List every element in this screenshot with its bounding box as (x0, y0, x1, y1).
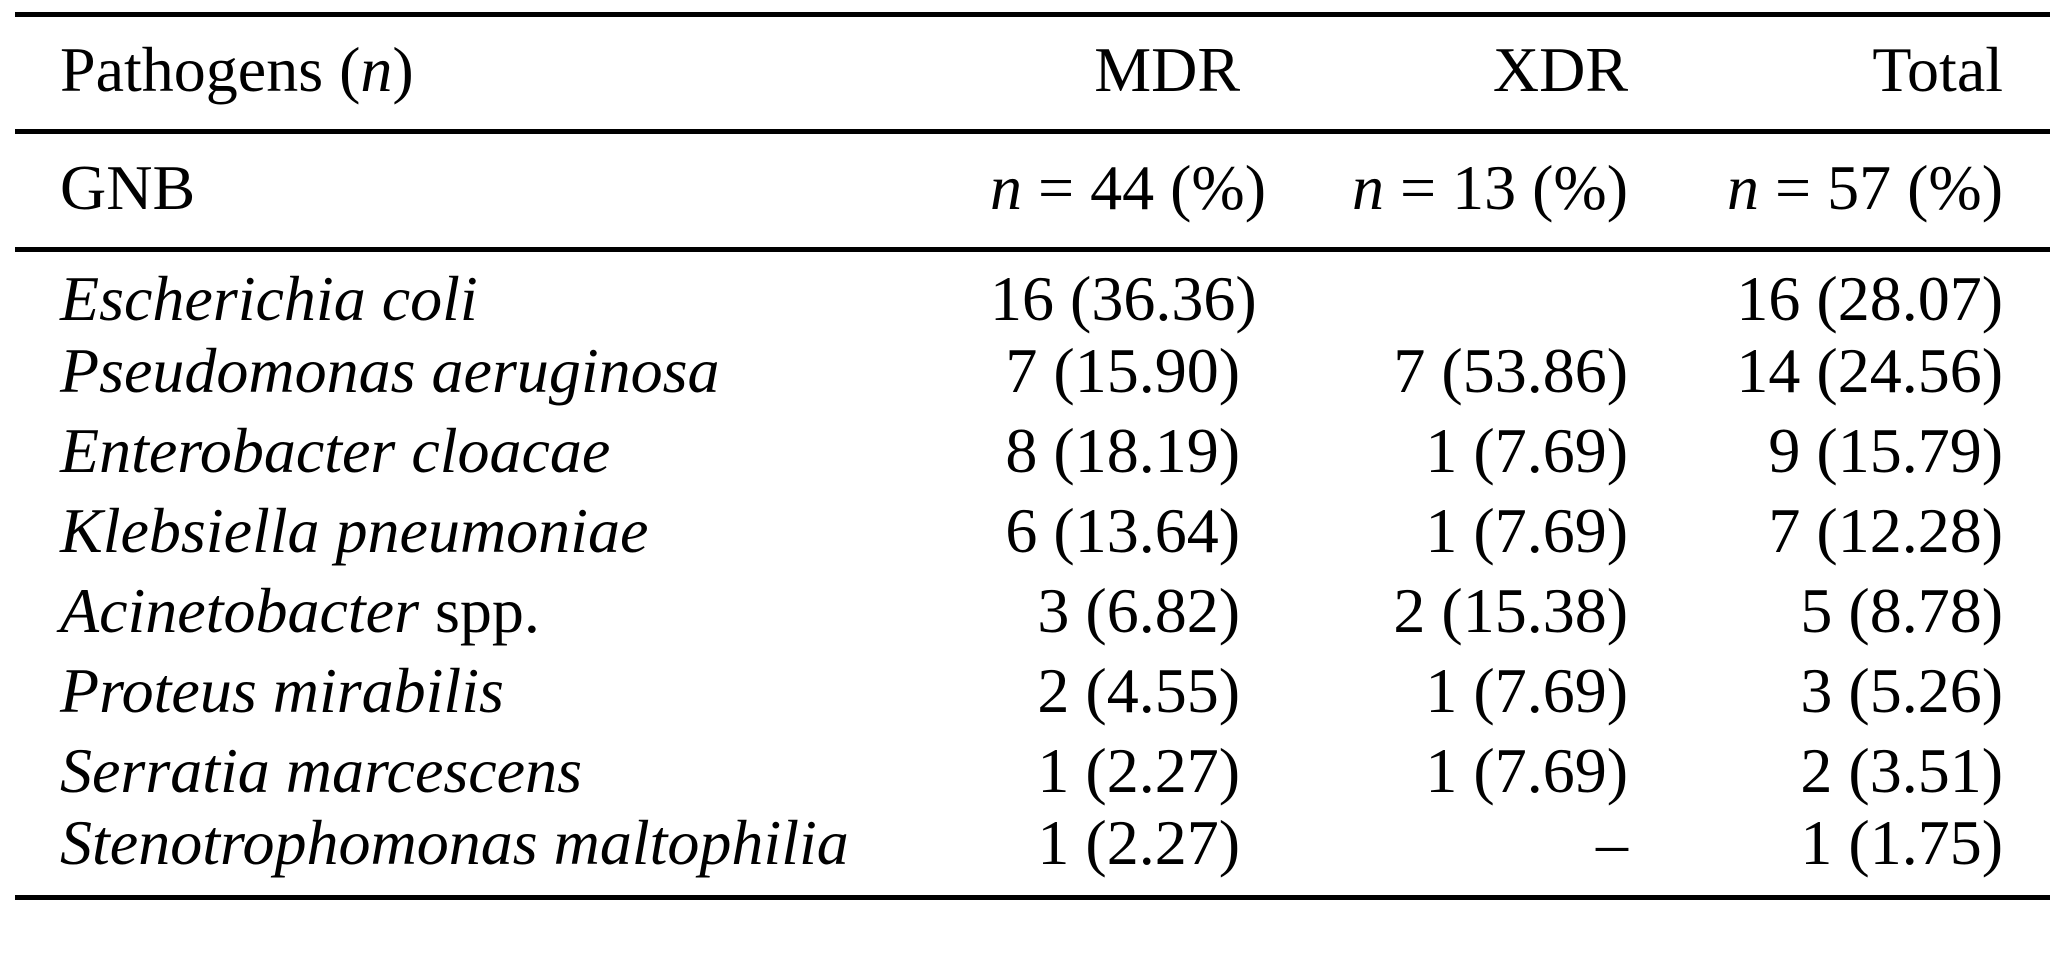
pathogen-name: Stenotrophomonas maltophilia (60, 807, 849, 878)
total-value-cell: 5 (8.78) (1800, 575, 2003, 646)
table-row: Acinetobacter spp. 3 (6.82) 2 (15.38) 5 … (15, 571, 2050, 651)
table-row: Serratia marcescens 1 (2.27) 1 (7.69) 2 … (15, 731, 2050, 811)
xdr-n-symbol: n (1351, 151, 1384, 223)
mdr-n-symbol: n (990, 151, 1022, 223)
col-header-pathogens-n: n (360, 34, 393, 105)
xdr-value-cell: 1 (7.69) (1425, 655, 1628, 726)
total-value-cell: 16 (28.07) (1736, 263, 2003, 334)
xdr-value-cell: 7 (53.86) (1393, 335, 1628, 406)
subheader-gnb: GNB (60, 151, 196, 223)
table-row: Klebsiella pneumoniae 6 (13.64) 1 (7.69)… (15, 491, 2050, 571)
col-header-pathogens-pre: Pathogens ( (60, 34, 361, 105)
total-value-cell: 14 (24.56) (1736, 335, 2003, 406)
xdr-value-cell: 1 (7.69) (1425, 735, 1628, 806)
total-value-cell: 2 (3.51) (1800, 735, 2003, 806)
xdr-value-cell (1240, 250, 1628, 332)
subheader-total-n: n = 57 (%) (1628, 132, 2050, 250)
total-value-cell: 9 (15.79) (1768, 415, 2003, 486)
subheader-xdr-n: n = 13 (%) (1240, 132, 1628, 250)
total-value-cell: 1 (1.75) (1800, 807, 2003, 878)
col-header-xdr: XDR (1492, 34, 1628, 105)
mdr-value-cell: 1 (2.27) (1037, 807, 1240, 878)
subheader-row: GNB n = 44 (%) n = 13 (%) n = 57 (%) (15, 132, 2050, 250)
col-header-pathogens: Pathogens (n) (15, 15, 990, 132)
pathogens-table: Pathogens (n) MDR XDR Total GNB n = 44 (… (15, 12, 2050, 900)
pathogen-name: Pseudomonas aeruginosa (60, 335, 720, 406)
header-row: Pathogens (n) MDR XDR Total (15, 15, 2050, 132)
table-row: Enterobacter cloacae 8 (18.19) 1 (7.69) … (15, 411, 2050, 491)
col-header-total: Total (1872, 34, 2003, 105)
xdr-value-cell: 2 (15.38) (1393, 575, 1628, 646)
total-n-symbol: n (1726, 151, 1759, 223)
mdr-value-cell: 2 (4.55) (1037, 655, 1240, 726)
table-row: Stenotrophomonas maltophilia 1 (2.27) – … (15, 811, 2050, 898)
mdr-value-cell: 8 (18.19) (1005, 415, 1240, 486)
xdr-value-cell: 1 (7.69) (1425, 415, 1628, 486)
table-row: Pseudomonas aeruginosa 7 (15.90) 7 (53.8… (15, 331, 2050, 411)
xdr-n-count: = 13 (%) (1383, 151, 1628, 223)
col-header-pathogens-post: ) (392, 34, 414, 105)
pathogen-name: Acinetobacter (60, 575, 419, 646)
pathogen-name-cell: Enterobacter cloacae (15, 411, 990, 491)
mdr-value-cell: 7 (15.90) (1005, 335, 1240, 406)
pathogen-name-cell: Serratia marcescens (15, 731, 990, 811)
total-n-count: = 57 (%) (1758, 151, 2003, 223)
pathogens-table-container: Pathogens (n) MDR XDR Total GNB n = 44 (… (15, 12, 2050, 900)
pathogen-name: Proteus mirabilis (60, 655, 504, 726)
pathogen-name-cell: Pseudomonas aeruginosa (15, 331, 990, 411)
mdr-value-cell: 1 (2.27) (1037, 735, 1240, 806)
pathogen-name-suffix: spp. (418, 575, 540, 646)
col-header-mdr: MDR (1094, 34, 1240, 105)
pathogen-name-cell: Proteus mirabilis (15, 651, 990, 731)
mdr-value-cell: 3 (6.82) (1037, 575, 1240, 646)
mdr-n-count: = 44 (%) (1022, 151, 1267, 223)
subheader-mdr-n: n = 44 (%) (990, 132, 1266, 250)
xdr-value-cell: 1 (7.69) (1425, 495, 1628, 566)
pathogen-name: Escherichia coli (60, 263, 478, 334)
xdr-value-cell: – (1596, 807, 1628, 878)
table-row: Proteus mirabilis 2 (4.55) 1 (7.69) 3 (5… (15, 651, 2050, 731)
pathogen-name: Klebsiella pneumoniae (60, 495, 649, 566)
table-row: Escherichia coli 16 (36.36) 16 (28.07) (15, 250, 2050, 332)
pathogen-name-cell: Klebsiella pneumoniae (15, 491, 990, 571)
total-value-cell: 7 (12.28) (1768, 495, 2003, 566)
total-value-cell: 3 (5.26) (1800, 655, 2003, 726)
mdr-value-cell: 6 (13.64) (1005, 495, 1240, 566)
pathogen-name-cell: Escherichia coli (15, 250, 990, 332)
pathogen-name: Serratia marcescens (60, 735, 582, 806)
pathogen-name-cell: Stenotrophomonas maltophilia (15, 811, 990, 898)
mdr-value-cell: 16 (36.36) (990, 263, 1257, 334)
pathogen-name: Enterobacter cloacae (60, 415, 611, 486)
pathogen-name-cell: Acinetobacter spp. (15, 571, 990, 651)
